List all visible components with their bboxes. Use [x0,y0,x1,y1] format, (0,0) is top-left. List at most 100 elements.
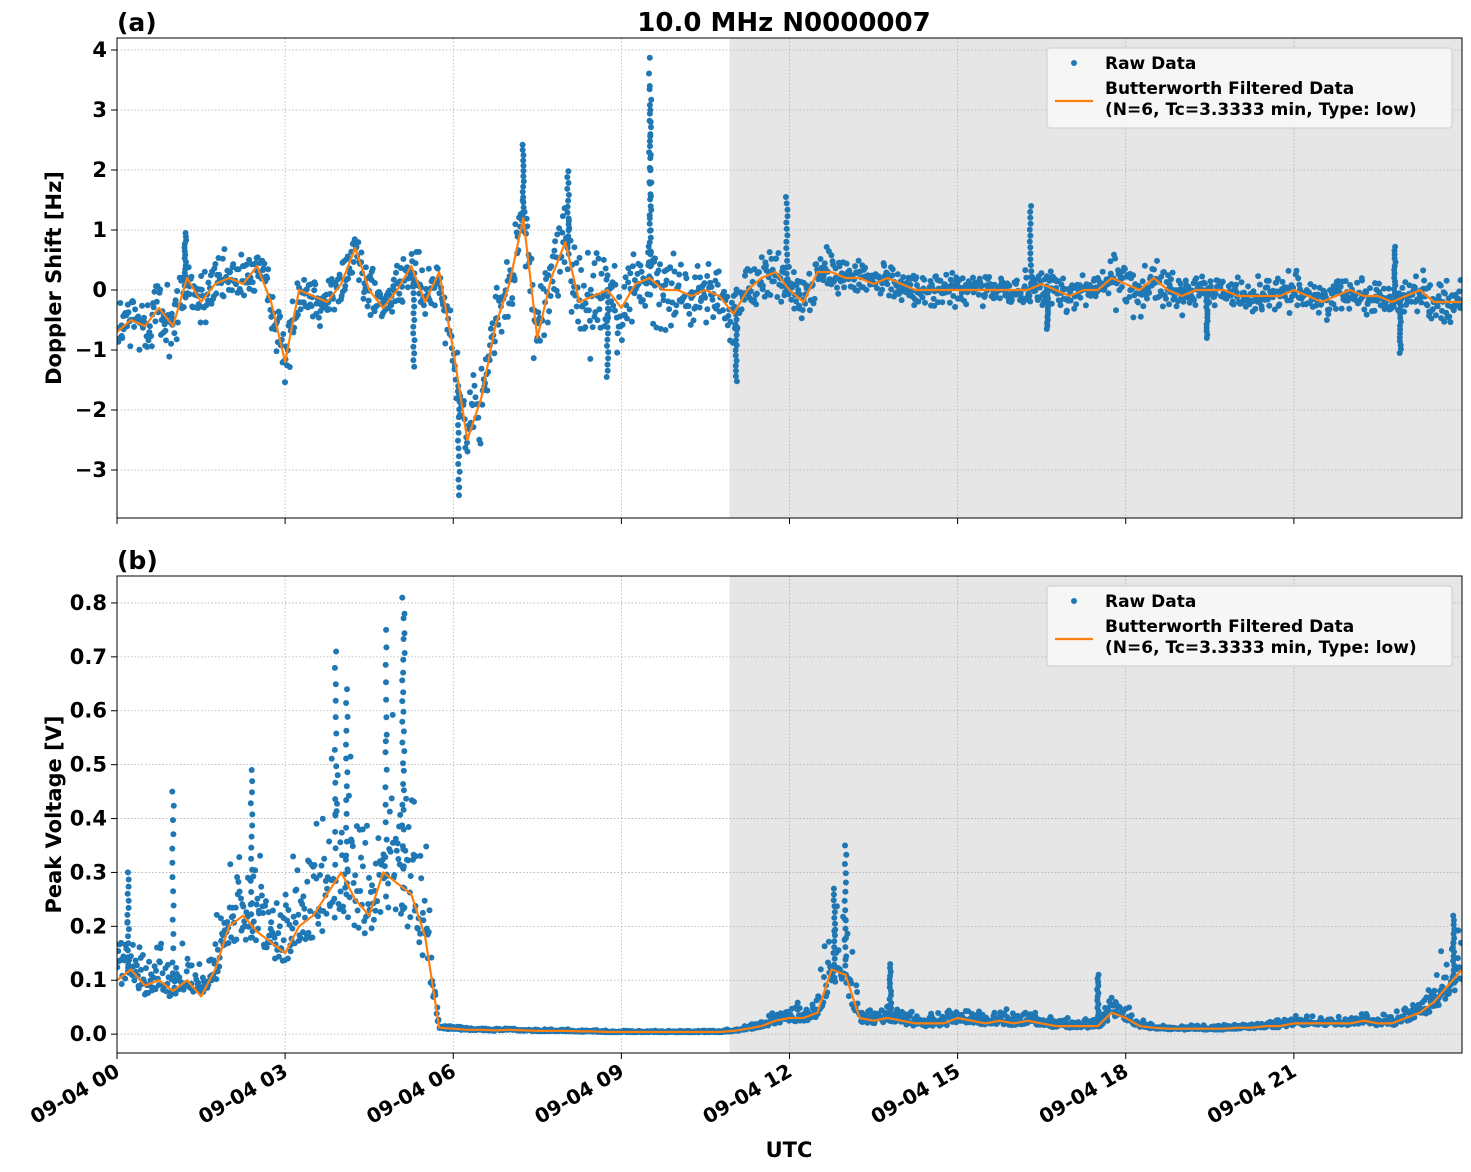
raw-data-point [171,330,178,337]
raw-data-point [263,944,270,951]
raw-data-point [282,902,289,909]
raw-data-point [1234,274,1241,281]
raw-data-point [173,336,180,343]
raw-data-spike-point [646,83,653,89]
raw-data-point [1381,285,1387,292]
raw-data-point [687,321,694,328]
raw-data-spike-point [646,220,653,227]
raw-data-point [423,286,429,292]
raw-data-point [382,738,389,745]
raw-data-point [1023,274,1030,281]
raw-data-point [667,264,674,271]
raw-data-point [1211,302,1218,309]
raw-data-point [258,892,265,899]
raw-data-point [1161,269,1167,275]
raw-data-spike-point [125,926,132,933]
raw-data-point [1022,267,1029,274]
raw-data-spike-point [830,897,837,904]
raw-data-point [257,852,264,859]
raw-data-spike-point [605,330,611,337]
raw-data-spike-point [169,859,176,866]
raw-data-point [697,274,703,281]
raw-data-point [173,964,180,971]
raw-data-point [618,337,625,344]
raw-data-point [364,303,371,310]
raw-data-point [1013,277,1020,284]
raw-data-spike-point [732,352,739,359]
raw-data-point [407,914,414,921]
raw-data-point [610,302,617,309]
raw-data-point [219,255,226,262]
raw-data-point [188,273,195,280]
raw-data-point [996,295,1003,302]
raw-data-point [1266,302,1273,309]
raw-data-point [797,291,803,298]
raw-data-point [1342,278,1349,284]
raw-data-point [504,313,511,320]
raw-data-point [241,292,247,299]
raw-data-point [503,259,510,265]
raw-data-spike-point [456,484,463,491]
raw-data-point [553,287,560,294]
raw-data-point [350,880,357,886]
raw-data-spike-point [247,877,254,884]
raw-data-point [599,294,606,301]
raw-data-point [970,274,976,281]
raw-data-point [824,989,831,996]
x-tick-label: 09-04 06 [362,1059,460,1129]
raw-data-point [416,939,423,946]
raw-data-point [1426,1008,1433,1015]
raw-data-point [326,838,333,845]
raw-data-spike-point [783,264,790,271]
raw-data-point [1179,312,1186,319]
raw-data-point [150,974,157,981]
raw-data-point [1047,268,1054,275]
raw-data-point [552,238,559,245]
raw-data-point [696,304,703,311]
raw-data-point [778,298,785,305]
raw-data-point [390,276,397,283]
raw-data-spike-point [646,70,652,77]
raw-data-point [336,274,343,281]
raw-data-point [1390,303,1397,310]
raw-data-point [214,946,221,953]
raw-data-point [628,318,635,325]
raw-data-point [1271,306,1278,313]
y-tick-label: −2 [75,398,107,422]
raw-data-point [129,941,136,948]
raw-data-point [578,267,585,273]
raw-data-spike-point [455,476,462,483]
raw-data-point [1038,270,1045,277]
raw-data-point [1451,987,1458,994]
raw-data-point [487,325,494,332]
raw-data-point [361,930,368,937]
raw-data-spike-point [732,373,739,380]
raw-data-point [307,908,314,915]
y-axis-label: Peak Voltage [V] [42,715,66,913]
raw-data-point [1441,290,1448,297]
raw-data-point [428,954,435,961]
raw-data-point [349,269,356,276]
raw-data-point [1411,284,1418,291]
raw-data-point [337,839,344,846]
raw-data-point [285,907,292,913]
raw-data-spike-point [784,206,791,213]
raw-data-point [595,255,602,262]
raw-data-point [763,262,769,269]
raw-data-spike-point [410,343,417,350]
raw-data-point [867,1007,874,1014]
raw-data-point [243,909,250,916]
raw-data-point [670,250,677,257]
raw-data-point [1099,268,1106,275]
raw-data-point [694,263,701,269]
raw-data-point [817,256,824,262]
raw-data-spike-point [249,789,255,796]
raw-data-point [580,282,587,289]
raw-data-spike-point [344,686,350,693]
raw-data-point [1442,974,1449,981]
raw-data-point [371,280,378,286]
raw-data-point [399,298,406,305]
raw-data-point [911,302,918,309]
x-tick-label: 09-04 21 [1203,1059,1301,1129]
raw-data-spike-point [604,318,610,325]
